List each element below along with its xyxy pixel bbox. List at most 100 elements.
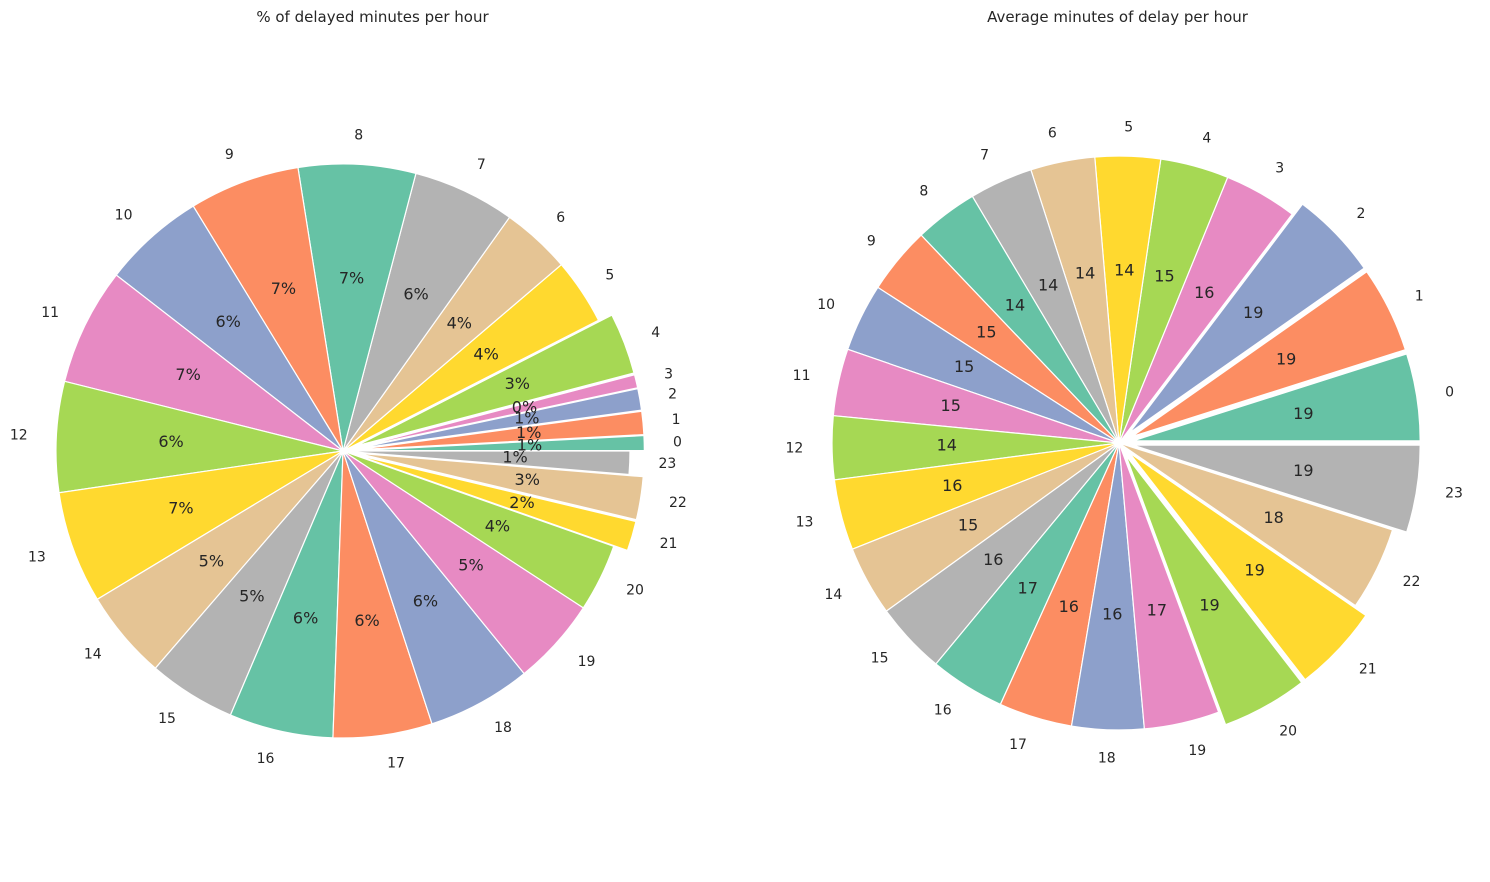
- category-label-hour-5: 5: [605, 267, 614, 283]
- value-label-hour-10: 6%: [215, 312, 240, 331]
- value-label-hour-8: 7%: [339, 269, 364, 288]
- category-label-hour-19: 19: [1188, 743, 1206, 759]
- category-label-hour-14: 14: [84, 647, 102, 663]
- pie-slice-hour-1: [357, 410, 645, 451]
- value-label-hour-17: 16: [1059, 597, 1079, 616]
- value-label-hour-1: 1%: [516, 423, 541, 442]
- pie-slice-hour-20: [342, 450, 615, 609]
- category-label-hour-1: 1: [672, 412, 681, 428]
- value-label-hour-23: 1%: [502, 448, 527, 467]
- category-label-hour-2: 2: [1357, 206, 1366, 222]
- pie-slice-hour-0: [1132, 353, 1421, 442]
- pie-slice-hour-11: [63, 274, 344, 452]
- value-label-hour-22: 3%: [515, 470, 540, 489]
- value-label-hour-14: 15: [958, 515, 978, 534]
- pie-slice-hour-13: [58, 450, 344, 601]
- pie-slice-hour-20: [1125, 455, 1303, 726]
- category-label-hour-13: 13: [796, 514, 814, 530]
- pie-slice-hour-1: [1131, 270, 1407, 438]
- value-label-hour-4: 3%: [505, 374, 530, 393]
- pie-chart-delayed-percent: % of delayed minutes per hour 0 1% 1 1% 2 1% 3…: [10, 8, 687, 772]
- value-label-hour-13: 16: [942, 476, 962, 495]
- value-label-hour-21: 2%: [509, 493, 534, 512]
- category-label-hour-1: 1: [1415, 289, 1424, 305]
- category-label-hour-13: 13: [28, 550, 46, 566]
- category-label-hour-0: 0: [673, 434, 682, 450]
- category-label-hour-11: 11: [793, 368, 811, 384]
- value-label-hour-5: 14: [1114, 260, 1134, 279]
- value-label-hour-19: 17: [1147, 600, 1167, 619]
- value-label-hour-20: 19: [1199, 596, 1219, 615]
- value-label-hour-10: 15: [954, 357, 974, 376]
- category-label-hour-7: 7: [980, 147, 989, 163]
- category-label-hour-7: 7: [477, 157, 486, 173]
- category-label-hour-16: 16: [257, 751, 275, 767]
- pie-slice-hour-2: [357, 387, 643, 450]
- value-label-hour-16: 17: [1018, 579, 1038, 598]
- chart-title: Average minutes of delay per hour: [987, 8, 1248, 26]
- category-label-hour-21: 21: [660, 536, 678, 552]
- category-label-hour-23: 23: [658, 456, 676, 472]
- category-label-hour-23: 23: [1445, 486, 1463, 502]
- value-label-hour-23: 19: [1293, 461, 1313, 480]
- value-label-hour-3: 16: [1194, 283, 1214, 302]
- category-label-hour-20: 20: [626, 583, 644, 599]
- pie-slice-hour-21: [1128, 452, 1367, 681]
- value-label-hour-15: 5%: [239, 587, 264, 606]
- value-label-hour-20: 4%: [485, 517, 510, 536]
- category-label-hour-2: 2: [668, 386, 677, 402]
- value-label-hour-19: 5%: [458, 556, 483, 575]
- pie-slice-hour-22: [357, 452, 644, 521]
- value-label-hour-15: 16: [983, 550, 1003, 569]
- pie-slice-hour-8: [297, 163, 417, 452]
- value-label-hour-6: 4%: [447, 314, 472, 333]
- pie-slice-hour-4: [356, 314, 635, 447]
- value-label-hour-22: 18: [1263, 508, 1283, 527]
- category-label-hour-12: 12: [10, 427, 28, 443]
- pie-svg-average-delay: 0 19 1 19 2 19 3 16 4 15 5 14 6 14 7 14 8 14 9 15 10 15 11 15 12…: [786, 119, 1463, 766]
- category-label-hour-10: 10: [115, 208, 133, 224]
- value-label-hour-7: 6%: [403, 285, 428, 304]
- value-label-hour-18: 16: [1102, 605, 1122, 624]
- value-label-hour-1: 19: [1276, 350, 1296, 369]
- value-label-hour-2: 19: [1243, 303, 1263, 322]
- category-label-hour-8: 8: [354, 128, 363, 144]
- value-label-hour-4: 15: [1154, 266, 1174, 285]
- category-label-hour-22: 22: [669, 495, 687, 511]
- value-label-hour-6: 14: [1075, 264, 1095, 283]
- value-label-hour-2: 1%: [514, 409, 539, 428]
- value-label-hour-0: 19: [1293, 404, 1313, 423]
- value-label-hour-14: 5%: [199, 552, 224, 571]
- pie-slice-hour-23: [342, 450, 631, 476]
- value-label-hour-7: 14: [1038, 276, 1058, 295]
- category-label-hour-5: 5: [1124, 119, 1133, 135]
- pie-svg-delayed-percent: 0 1% 1 1% 2 1% 3 0% 4 3% 5 4% 6 4% 7 6% 8 7% 9 7% 10 6% 11 7% 12…: [10, 128, 687, 772]
- category-label-hour-16: 16: [934, 703, 952, 719]
- pie-slice-hour-3: [356, 374, 639, 449]
- value-label-hour-13: 7%: [168, 499, 193, 518]
- value-label-hour-0: 1%: [517, 436, 542, 455]
- category-label-hour-3: 3: [664, 367, 673, 383]
- category-label-hour-21: 21: [1359, 662, 1377, 678]
- category-label-hour-8: 8: [919, 183, 928, 199]
- category-label-hour-18: 18: [1098, 750, 1116, 766]
- value-label-hour-18: 6%: [413, 592, 438, 611]
- category-label-hour-18: 18: [494, 720, 512, 736]
- value-label-hour-11: 15: [941, 396, 961, 415]
- category-label-hour-6: 6: [1048, 125, 1057, 141]
- value-label-hour-21: 19: [1244, 561, 1264, 580]
- pie-chart-average-delay: Average minutes of delay per hour 0 19 1 19…: [745, 0, 1490, 882]
- category-label-hour-19: 19: [578, 654, 596, 670]
- pie-slice-hour-0: [357, 434, 645, 452]
- value-label-hour-8: 14: [1005, 295, 1025, 314]
- value-label-hour-17: 6%: [354, 611, 379, 630]
- category-label-hour-10: 10: [817, 297, 835, 313]
- category-label-hour-14: 14: [824, 587, 842, 603]
- pie-slice-hour-2: [1128, 203, 1366, 434]
- pie-slice-hour-19: [1118, 442, 1220, 730]
- value-label-hour-12: 14: [937, 435, 957, 454]
- category-label-hour-12: 12: [786, 440, 804, 456]
- category-label-hour-6: 6: [556, 210, 565, 226]
- category-label-hour-9: 9: [225, 147, 234, 163]
